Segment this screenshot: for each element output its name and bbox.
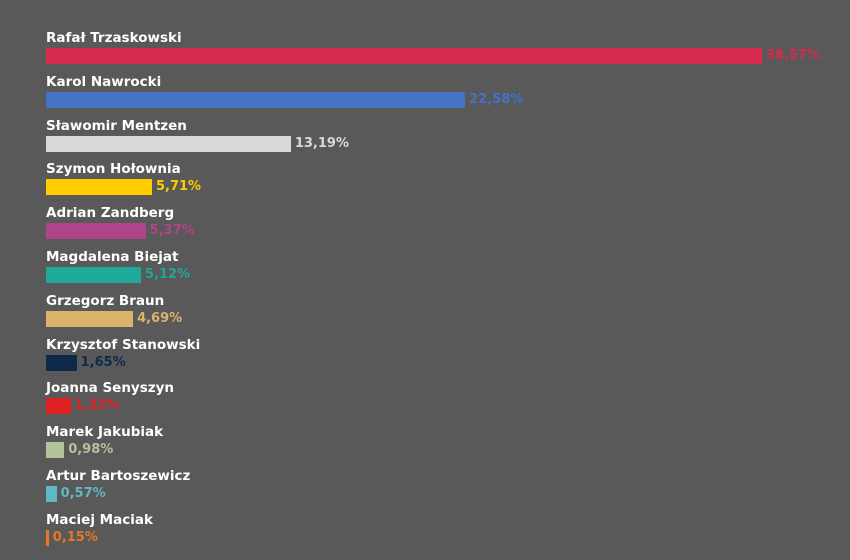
value-label: 1,32%	[74, 398, 120, 414]
candidate-name: Sławomir Mentzen	[46, 117, 187, 134]
value-label: 5,71%	[155, 179, 202, 195]
value-label: 0,98%	[68, 442, 114, 458]
candidate-name: Maciej Maciak	[46, 511, 153, 528]
value-label: 4,69%	[137, 310, 183, 326]
candidate-name: Adrian Zandberg	[46, 205, 175, 222]
value-label: 13,19%	[294, 135, 349, 151]
bar	[46, 442, 65, 459]
value-label: 0,57%	[60, 486, 106, 501]
candidate-name: Grzegorz Braun	[46, 292, 165, 309]
bar	[46, 529, 49, 546]
bar	[46, 354, 77, 371]
bar	[46, 135, 291, 152]
candidate-name: Rafał Trzaskowski	[46, 30, 182, 46]
value-label: 5,37%	[149, 223, 195, 239]
bar	[46, 48, 762, 64]
value-label: 0,15%	[52, 529, 98, 545]
bar	[46, 267, 142, 283]
bar	[46, 310, 134, 327]
bar	[46, 179, 152, 196]
candidate-name: Szymon Hołownia	[46, 161, 181, 178]
candidate-name: Karol Nawrocki	[46, 73, 162, 90]
candidate-name: Marek Jakubiak	[46, 424, 164, 441]
candidate-name: Krzysztof Stanowski	[46, 336, 201, 353]
value-label: 1,65%	[80, 354, 126, 370]
candidate-name: Joanna Senyszyn	[46, 380, 175, 397]
value-label: 22,58%	[469, 91, 524, 107]
candidate-name: Artur Bartoszewicz	[46, 468, 191, 484]
bar	[46, 91, 466, 108]
value-label: 5,12%	[145, 267, 191, 282]
bar	[46, 398, 71, 415]
candidate-name: Magdalena Biejat	[46, 249, 179, 265]
value-label: 38,57%	[766, 48, 821, 63]
bar	[46, 223, 146, 240]
bar	[46, 486, 57, 502]
